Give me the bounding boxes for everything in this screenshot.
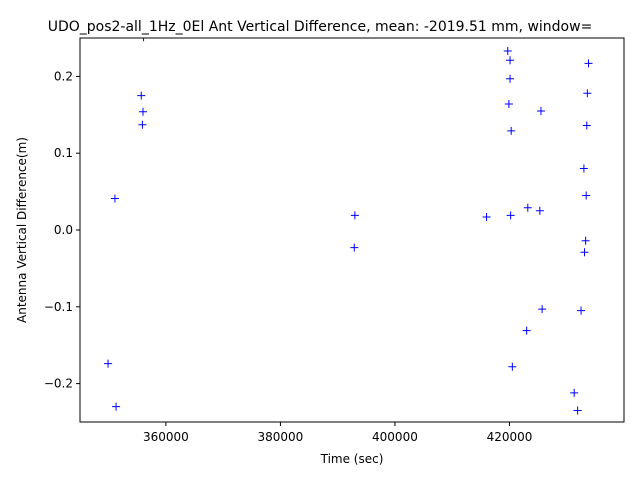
data-point (523, 203, 532, 212)
data-point (583, 89, 592, 98)
y-tick-label: −0.2 (44, 377, 73, 391)
x-tick-label: 420000 (487, 430, 533, 444)
data-point (110, 194, 119, 203)
x-axis: 360000 380000 400000 420000 (143, 422, 532, 444)
data-point (582, 191, 591, 200)
data-point (506, 56, 515, 65)
x-tick-label: 380000 (258, 430, 304, 444)
data-point (522, 326, 531, 335)
y-axis: −0.2 −0.1 0.0 0.1 0.2 (44, 69, 80, 391)
chart-title: UDO_pos2-all_1Hz_0El Ant Vertical Differ… (48, 19, 593, 35)
data-point (137, 91, 146, 100)
data-point (570, 388, 579, 397)
y-axis-label: Antenna Vertical Difference(m) (15, 137, 29, 323)
data-point (535, 206, 544, 215)
data-point (503, 47, 512, 56)
data-point (138, 107, 147, 116)
data-point (508, 362, 517, 371)
x-axis-label: Time (sec) (320, 452, 384, 466)
data-point (506, 74, 515, 83)
data-point (506, 211, 515, 220)
x-tick-label: 400000 (372, 430, 418, 444)
data-point (104, 359, 113, 368)
data-point (577, 306, 586, 315)
data-point (581, 236, 590, 245)
y-tick-label: 0.2 (54, 69, 73, 83)
data-point (573, 406, 582, 415)
data-point (138, 120, 147, 129)
data-point (538, 305, 547, 314)
data-point (143, 38, 145, 42)
data-point (350, 211, 359, 220)
y-tick-label: 0.1 (54, 146, 73, 160)
x-tick-label: 360000 (143, 430, 189, 444)
data-point (579, 164, 588, 173)
data-point (582, 121, 591, 130)
data-point (482, 212, 491, 221)
y-tick-label: −0.1 (44, 300, 73, 314)
data-point (504, 100, 513, 109)
data-point (580, 248, 589, 257)
data-point (536, 106, 545, 115)
data-point (112, 402, 121, 411)
data-point (584, 59, 593, 68)
data-points (104, 38, 593, 415)
data-point (350, 243, 359, 252)
y-tick-label: 0.0 (54, 223, 73, 237)
data-point (507, 126, 516, 135)
